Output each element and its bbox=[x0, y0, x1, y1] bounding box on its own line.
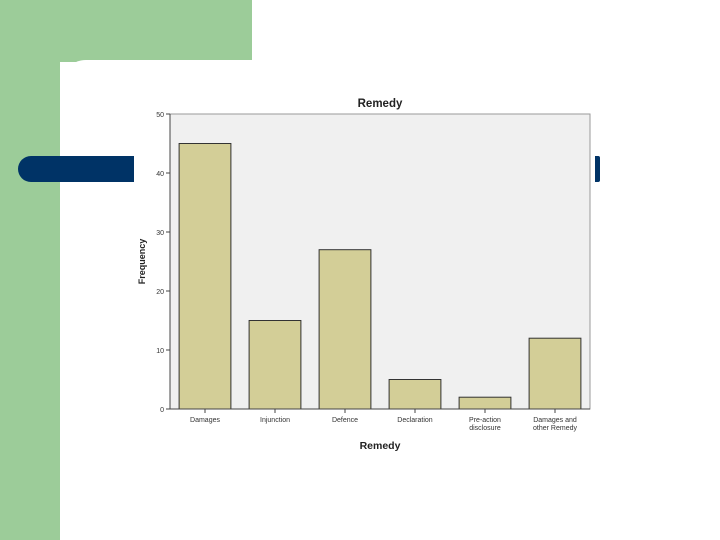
y-tick-label: 40 bbox=[156, 171, 164, 178]
chart-frame: 0 10 20 30 40 50 Damages Injunction Defence Decla… bbox=[134, 92, 595, 456]
decor-green-left bbox=[0, 0, 60, 540]
y-tick-label: 10 bbox=[156, 348, 164, 355]
y-axis-label: Frequency bbox=[137, 239, 147, 285]
x-tick-label: Defence bbox=[332, 417, 358, 424]
bar-declaration bbox=[388, 379, 442, 410]
x-tick-label: Injunction bbox=[260, 417, 290, 424]
x-tick-label: Declaration bbox=[397, 417, 433, 424]
plot-area bbox=[169, 113, 591, 410]
x-axis-label: Remedy bbox=[360, 440, 401, 452]
bar-damages-and-other-remedy bbox=[528, 337, 582, 410]
x-tick-label: Pre-action disclosure bbox=[469, 417, 501, 432]
chart-title: Remedy bbox=[358, 98, 403, 110]
y-tick-label: 30 bbox=[156, 230, 164, 237]
bar-damages bbox=[178, 143, 232, 410]
bar-chart: 0 10 20 30 40 50 Damages Injunction Defence Decla… bbox=[137, 98, 591, 452]
y-tick-label: 50 bbox=[156, 112, 164, 119]
bar-defence bbox=[318, 249, 372, 410]
bar-injunction bbox=[248, 320, 302, 410]
y-tick-label: 0 bbox=[160, 407, 164, 414]
bar-pre-action-disclosure bbox=[458, 396, 512, 410]
x-tick-label: Damages bbox=[190, 417, 220, 424]
y-tick-label: 20 bbox=[156, 289, 164, 296]
x-tick-label: Damages and other Remedy bbox=[533, 417, 577, 432]
